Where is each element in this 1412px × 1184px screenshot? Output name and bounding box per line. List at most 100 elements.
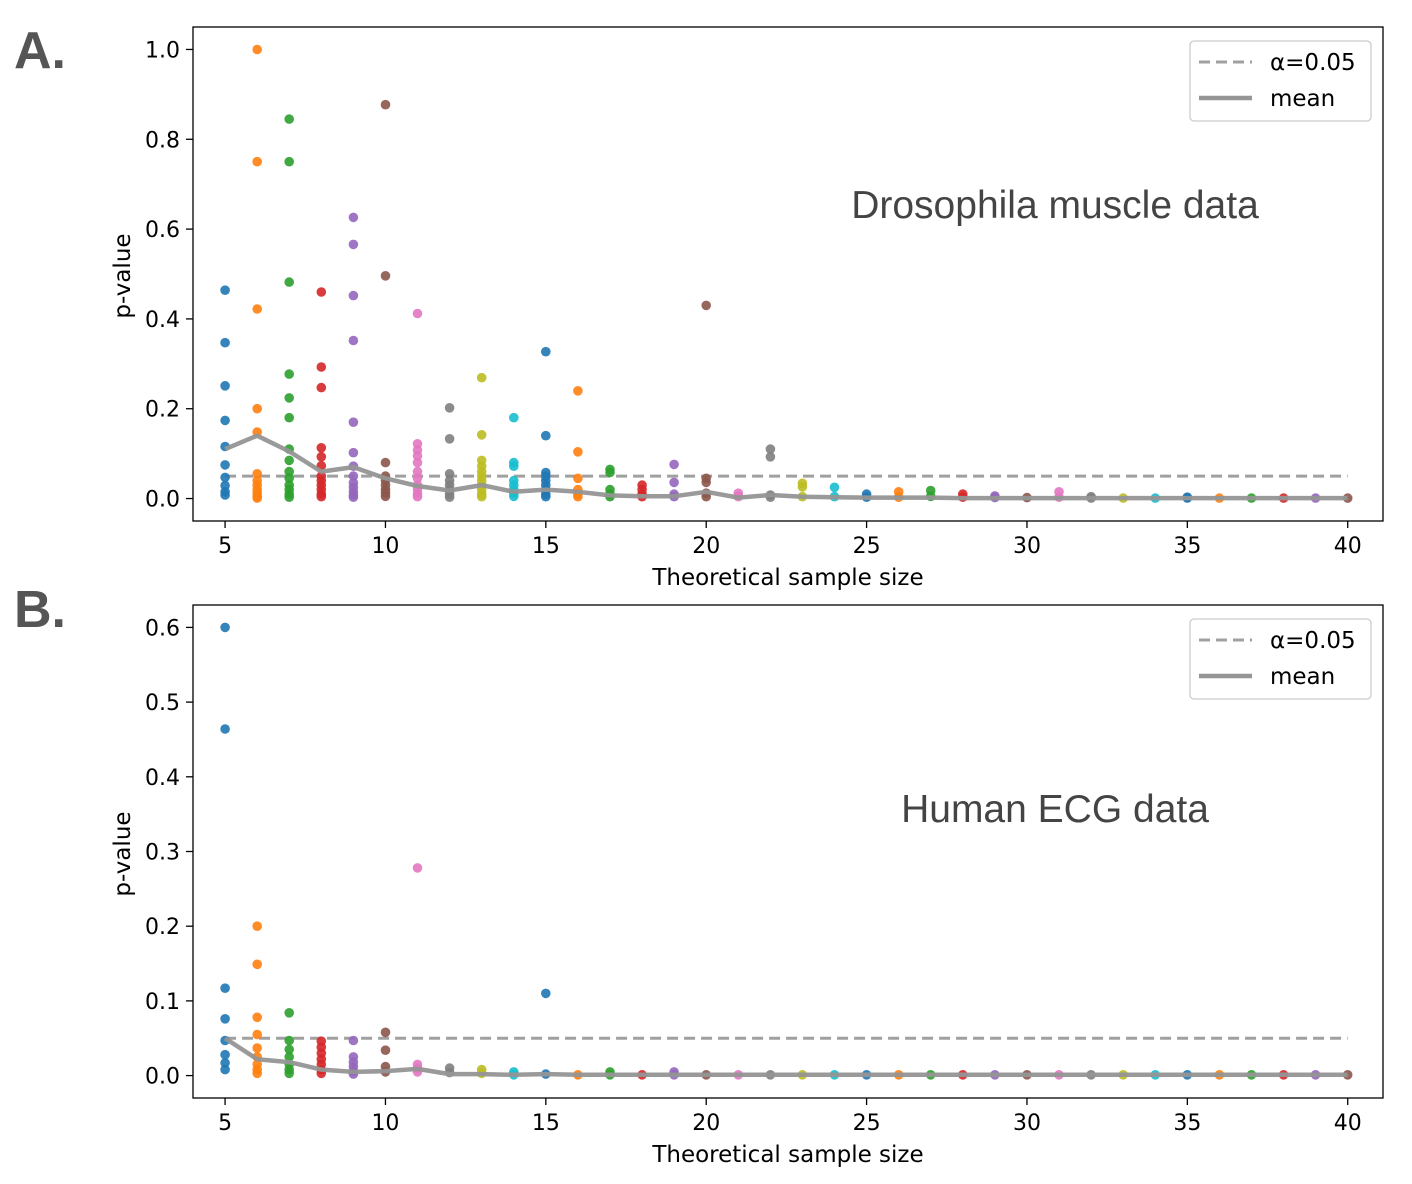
x-tick-label: 30 (1013, 534, 1041, 559)
dataset-annotation-b: Human ECG data (901, 788, 1209, 831)
data-point (380, 457, 391, 468)
x-ticks-a: 5 10 15 20 25 30 35 40 (218, 521, 1362, 559)
data-point (412, 466, 423, 477)
data-point (284, 455, 295, 466)
y-tick-label: 0.4 (145, 308, 180, 333)
data-point (348, 447, 359, 458)
y-tick-label: 0.0 (145, 1065, 180, 1090)
data-point (220, 1014, 230, 1024)
data-point (348, 492, 359, 503)
data-point (573, 386, 583, 396)
y-tick-label: 0.4 (145, 766, 180, 791)
data-point (220, 285, 230, 296)
y-tick-label: 1.0 (145, 38, 180, 63)
data-point (348, 471, 359, 481)
data-point (669, 459, 679, 470)
data-point (220, 415, 230, 426)
data-point (252, 1012, 262, 1023)
data-point (284, 369, 295, 379)
data-point (509, 491, 519, 502)
data-point (220, 337, 230, 348)
data-point (412, 473, 423, 484)
data-point (252, 1068, 262, 1079)
x-tick-label: 35 (1173, 534, 1201, 559)
plot-frame-b (192, 604, 1384, 1099)
data-point (412, 863, 423, 873)
data-point (476, 430, 487, 440)
y-tick-label: 0.3 (145, 841, 180, 866)
mean-line-b (223, 1036, 1348, 1078)
data-point (348, 417, 359, 428)
data-point (348, 1035, 359, 1046)
data-point (220, 460, 230, 470)
data-point (316, 491, 327, 502)
data-point (284, 393, 295, 403)
legend-b: α=0.05 mean (1189, 618, 1372, 700)
data-point (444, 403, 455, 413)
data-point (252, 304, 262, 314)
y-tick-label: 0.2 (145, 398, 180, 423)
data-point (476, 491, 487, 502)
y-tick-label: 0.2 (145, 915, 180, 940)
y-tick-label: 0.0 (145, 488, 180, 513)
data-point (220, 1064, 230, 1075)
data-point (476, 372, 487, 383)
data-point (252, 469, 262, 479)
data-point (412, 457, 423, 468)
y-tick-label: 0.5 (145, 691, 180, 716)
data-point (252, 44, 262, 55)
data-point (252, 493, 262, 503)
data-point (284, 1035, 295, 1046)
data-point (380, 491, 391, 502)
data-point (284, 156, 295, 167)
x-tick-label: 25 (853, 534, 881, 559)
y-tick-label: 0.6 (145, 218, 180, 243)
x-tick-label: 40 (1334, 534, 1362, 559)
data-point (252, 959, 262, 970)
data-point (380, 1027, 391, 1038)
data-point (444, 492, 455, 503)
data-point (380, 271, 391, 281)
data-point (541, 346, 551, 357)
y-ticks-a: 0.0 0.2 0.4 0.6 0.8 1.0 (145, 38, 193, 513)
data-point (797, 482, 808, 492)
legend-mean-label-a: mean (1270, 86, 1335, 112)
data-point (316, 443, 327, 453)
data-point (284, 1068, 295, 1079)
data-point (573, 447, 583, 457)
panel-letter-a: A. (14, 22, 66, 80)
data-point (252, 921, 262, 931)
panel-letter-b: B. (14, 581, 66, 639)
data-point (380, 1045, 391, 1055)
x-tick-label: 30 (1013, 1111, 1041, 1136)
data-point (284, 1044, 295, 1055)
x-tick-label: 5 (218, 534, 232, 559)
x-tick-label: 25 (853, 1111, 881, 1136)
data-point (509, 461, 519, 472)
data-point (316, 362, 327, 372)
data-point (701, 300, 711, 311)
data-point (765, 444, 776, 454)
data-point (284, 492, 295, 503)
data-point (541, 491, 551, 502)
data-point (765, 452, 776, 462)
scatter-points-b (220, 622, 1353, 1080)
data-point (669, 477, 679, 488)
data-point (284, 114, 295, 124)
data-point (380, 99, 391, 110)
legend-a: α=0.05 mean (1189, 40, 1372, 122)
data-point (509, 412, 519, 423)
y-ticks-b: 0.0 0.1 0.2 0.3 0.4 0.5 0.6 (145, 616, 193, 1090)
data-point (348, 335, 359, 346)
data-point (220, 622, 230, 633)
plot-frame-a (192, 26, 1384, 522)
data-point (252, 1029, 262, 1040)
data-point (444, 469, 455, 479)
data-point (412, 308, 423, 319)
x-axis-label-b: Theoretical sample size (651, 1142, 923, 1168)
data-point (220, 490, 230, 500)
data-point (701, 477, 711, 488)
data-point (220, 1058, 230, 1068)
x-tick-label: 20 (692, 534, 720, 559)
